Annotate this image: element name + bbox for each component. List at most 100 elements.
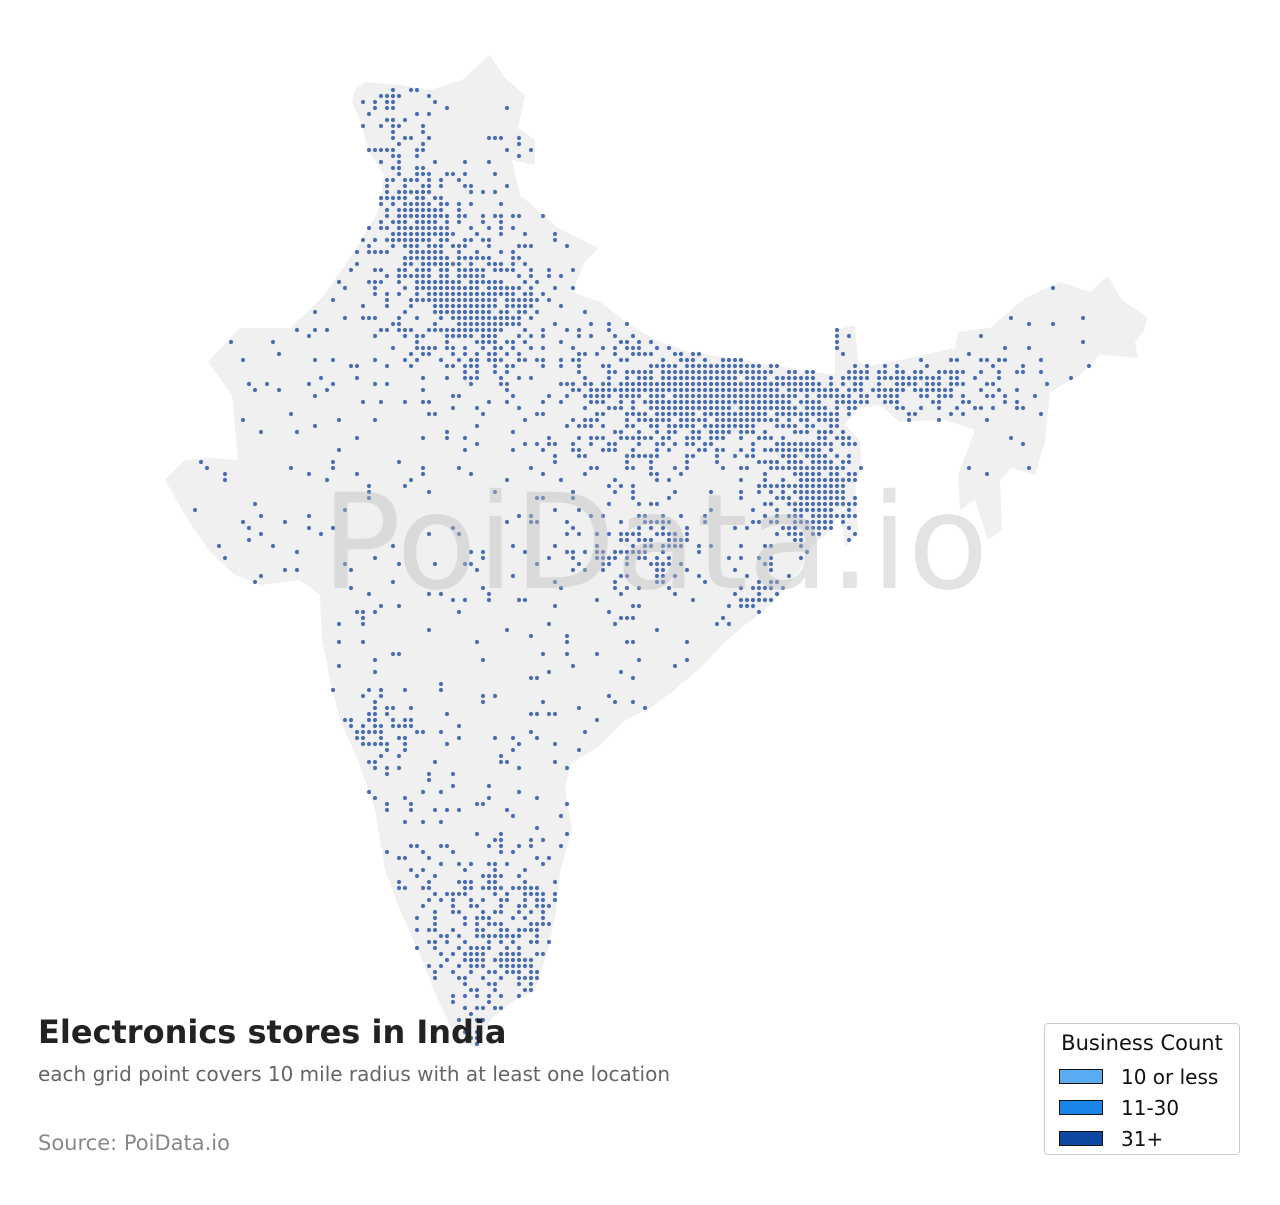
grid-point [720,387,726,393]
grid-point [420,435,426,441]
grid-point [474,267,480,273]
grid-point [552,321,558,327]
grid-point [546,669,552,675]
grid-point [492,171,498,177]
grid-point [456,1017,462,1023]
grid-point [558,585,564,591]
grid-point [516,297,522,303]
grid-point [456,273,462,279]
grid-point [540,213,546,219]
grid-point [438,213,444,219]
grid-point [780,465,786,471]
grid-point [420,387,426,393]
grid-point [504,381,510,387]
grid-point [498,933,504,939]
grid-point [642,537,648,543]
grid-point [1038,369,1044,375]
grid-point [576,327,582,333]
grid-point [636,525,642,531]
grid-point [714,387,720,393]
grid-point [546,555,552,561]
grid-point [642,369,648,375]
grid-point [474,339,480,345]
grid-point [432,975,438,981]
grid-point [516,741,522,747]
grid-point [576,531,582,537]
grid-point [822,417,828,423]
grid-point [588,387,594,393]
grid-point [768,381,774,387]
grid-point [600,363,606,369]
grid-point [522,339,528,345]
grid-point [414,165,420,171]
grid-point [750,375,756,381]
grid-point [768,567,774,573]
grid-point [372,723,378,729]
grid-point [816,519,822,525]
grid-point [816,381,822,387]
grid-point [420,345,426,351]
grid-point [510,813,516,819]
grid-point [426,327,432,333]
grid-point [402,255,408,261]
grid-point [390,135,396,141]
grid-point [486,243,492,249]
grid-point [354,729,360,735]
grid-point [696,375,702,381]
grid-point [624,435,630,441]
grid-point [420,207,426,213]
grid-point [708,543,714,549]
grid-point [636,441,642,447]
grid-point [810,489,816,495]
grid-point [462,867,468,873]
grid-point [366,741,372,747]
grid-point [774,483,780,489]
grid-point [474,351,480,357]
grid-point [402,399,408,405]
grid-point [492,1005,498,1011]
grid-point [588,417,594,423]
grid-point [528,729,534,735]
grid-point [558,381,564,387]
watermark: PoiData.io [322,466,989,620]
grid-point [504,303,510,309]
grid-point [438,357,444,363]
grid-point [372,105,378,111]
grid-point [444,297,450,303]
grid-point [954,369,960,375]
grid-point [588,321,594,327]
grid-point [798,519,804,525]
grid-point [750,399,756,405]
grid-point [738,555,744,561]
grid-point [636,531,642,537]
grid-point [444,711,450,717]
grid-point [534,933,540,939]
grid-point [450,897,456,903]
grid-point [522,597,528,603]
grid-point [798,543,804,549]
grid-point [1014,405,1020,411]
grid-point [330,525,336,531]
grid-point [450,597,456,603]
grid-point [606,369,612,375]
grid-point [450,297,456,303]
grid-point [798,417,804,423]
grid-point [384,291,390,297]
grid-point [366,315,372,321]
grid-point [438,687,444,693]
grid-point [510,225,516,231]
grid-point [684,639,690,645]
grid-point [696,381,702,387]
grid-point [510,315,516,321]
grid-point [342,315,348,321]
grid-point [492,321,498,327]
grid-point [834,345,840,351]
grid-point [756,387,762,393]
grid-point [342,507,348,513]
grid-point [738,495,744,501]
grid-point [744,423,750,429]
grid-point [486,879,492,885]
grid-point [462,315,468,321]
grid-point [726,369,732,375]
grid-point [912,375,918,381]
